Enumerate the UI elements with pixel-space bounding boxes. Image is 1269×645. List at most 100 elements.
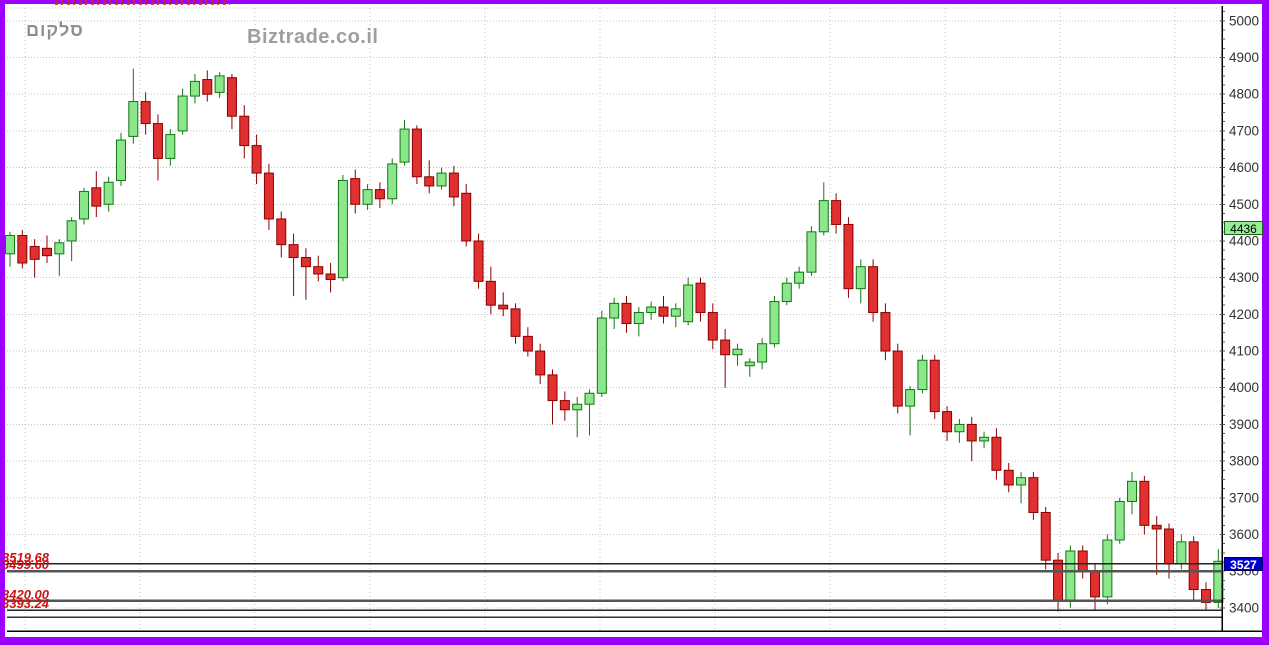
candle xyxy=(806,226,817,276)
candle xyxy=(559,391,570,421)
candle xyxy=(189,74,200,104)
chart-background xyxy=(5,4,1262,637)
y-axis-tick-label: 4800 xyxy=(1229,87,1259,102)
candle xyxy=(66,217,77,262)
candle xyxy=(399,119,410,166)
candle xyxy=(128,68,139,144)
candle xyxy=(954,418,965,443)
y-axis-tick-label: 3600 xyxy=(1229,527,1259,542)
candle xyxy=(288,233,299,297)
candle xyxy=(658,296,669,324)
candle xyxy=(29,239,40,278)
y-axis-tick-label: 4500 xyxy=(1229,197,1259,212)
last-price-badge: 3527 xyxy=(1224,557,1263,572)
y-axis-tick-label: 4700 xyxy=(1229,123,1259,138)
candle xyxy=(769,296,780,348)
candle xyxy=(1201,582,1212,610)
candle xyxy=(54,239,65,276)
candle xyxy=(78,187,89,225)
candle xyxy=(929,354,940,419)
candle xyxy=(374,182,385,208)
candle xyxy=(17,229,28,269)
candle xyxy=(448,165,459,207)
candle xyxy=(140,92,151,135)
candle xyxy=(646,301,657,320)
candle xyxy=(177,88,188,135)
candle xyxy=(942,406,953,441)
candle xyxy=(41,235,52,263)
y-axis-tick-label: 4400 xyxy=(1229,233,1259,248)
candle xyxy=(794,266,805,289)
candle xyxy=(892,343,903,414)
candle xyxy=(732,343,743,366)
y-axis-tick-label: 3900 xyxy=(1229,417,1259,432)
candle xyxy=(461,184,472,247)
candle xyxy=(547,369,558,425)
candle xyxy=(485,266,496,315)
candle xyxy=(103,176,114,212)
candle xyxy=(621,296,632,333)
candle xyxy=(535,343,546,385)
candle xyxy=(387,158,398,205)
candle xyxy=(522,327,533,357)
candle xyxy=(226,74,237,130)
candle xyxy=(818,182,829,236)
candle xyxy=(1114,497,1125,544)
candle xyxy=(633,307,644,337)
y-axis-tick-label: 4000 xyxy=(1229,380,1259,395)
candle xyxy=(843,217,854,298)
candle xyxy=(979,431,990,449)
candle xyxy=(1127,472,1138,515)
candle xyxy=(337,174,348,282)
candle xyxy=(1028,472,1039,520)
candle xyxy=(744,358,755,377)
candle xyxy=(670,303,681,328)
candle xyxy=(707,303,718,350)
candle xyxy=(251,134,262,185)
candle xyxy=(1151,516,1162,575)
candle xyxy=(91,171,102,218)
y-axis-tick-label: 4200 xyxy=(1229,307,1259,322)
candle xyxy=(596,310,607,397)
candle xyxy=(609,297,620,330)
candle xyxy=(1016,472,1027,504)
candle xyxy=(991,428,1002,480)
candle xyxy=(276,211,287,258)
candle xyxy=(350,169,361,214)
candle xyxy=(1003,462,1014,493)
candle xyxy=(5,231,15,267)
candle xyxy=(880,303,891,361)
candle xyxy=(855,259,866,304)
candle xyxy=(584,389,595,436)
candle xyxy=(498,292,509,317)
candle xyxy=(325,262,336,293)
candle xyxy=(436,167,447,190)
candle xyxy=(510,303,521,344)
instrument-title: סלקום xyxy=(26,20,84,40)
candle xyxy=(473,233,484,289)
candle xyxy=(202,70,213,102)
candle xyxy=(683,277,694,326)
y-axis-tick-label: 4100 xyxy=(1229,344,1259,359)
y-axis-tick-label: 5000 xyxy=(1229,13,1259,28)
candle xyxy=(831,193,842,234)
price-alert-label: 3393.24 xyxy=(2,596,49,612)
candle xyxy=(1040,506,1051,570)
candle xyxy=(313,255,324,282)
candle xyxy=(214,72,225,98)
candle xyxy=(239,105,250,159)
candle xyxy=(966,417,977,462)
price-alert-label: 3499.60 xyxy=(2,557,49,573)
y-axis-tick-label: 4300 xyxy=(1229,270,1259,285)
biztrade-watermark: Biztrade.co.il xyxy=(247,26,379,48)
reference-price-badge: 4436 xyxy=(1224,220,1263,236)
candle xyxy=(115,132,126,186)
y-axis-tick-label: 3800 xyxy=(1229,454,1259,469)
candle xyxy=(1102,534,1113,605)
candle xyxy=(165,129,176,166)
candle xyxy=(362,184,373,210)
candle xyxy=(152,114,163,181)
candle xyxy=(868,259,879,322)
